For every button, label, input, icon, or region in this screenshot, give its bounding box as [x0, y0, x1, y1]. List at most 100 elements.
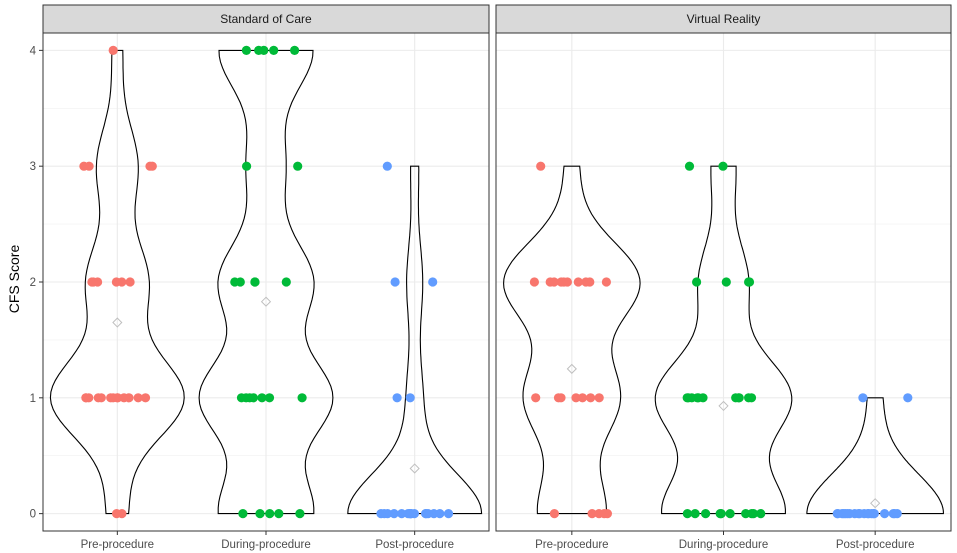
- data-point: [684, 161, 695, 171]
- data-point: [903, 393, 913, 403]
- y-tick-label: 2: [30, 277, 36, 289]
- data-point: [255, 508, 265, 519]
- data-point: [111, 277, 121, 287]
- data-point: [241, 45, 251, 56]
- data-point: [96, 393, 106, 403]
- violin-pre-procedure: [503, 165, 641, 515]
- data-point: [112, 393, 122, 403]
- x-tick-label: Post-procedure: [375, 539, 454, 551]
- data-point: [257, 393, 267, 403]
- x-tick-label: Pre-procedure: [81, 539, 155, 551]
- data-point: [382, 161, 392, 171]
- data-point: [880, 508, 890, 519]
- data-point: [389, 508, 399, 519]
- data-point: [238, 508, 248, 519]
- data-point: [443, 508, 454, 519]
- data-point: [571, 393, 581, 403]
- data-point: [577, 393, 588, 403]
- data-point: [406, 508, 416, 519]
- y-tick-label: 3: [30, 161, 36, 173]
- data-point: [562, 277, 573, 287]
- data-point: [397, 508, 407, 519]
- x-tick-label: During-procedure: [221, 539, 311, 551]
- data-point: [230, 277, 240, 287]
- data-point: [549, 508, 560, 519]
- data-point: [390, 277, 400, 287]
- data-point: [756, 508, 766, 519]
- data-point: [585, 277, 595, 287]
- mean-marker: [718, 400, 729, 412]
- facet-strip: [42, 4, 490, 34]
- data-point: [866, 508, 877, 519]
- panel-1: Virtual Reality Pre-procedure During-proce…: [495, 4, 952, 551]
- panel-0: Standard of Care Pre-procedure During-proc…: [30, 4, 490, 551]
- x-tick-label: Post-procedure: [836, 539, 915, 551]
- y-tick-label: 0: [30, 509, 36, 521]
- data-point: [106, 393, 116, 403]
- y-tick-label: 1: [30, 393, 36, 405]
- data-point: [248, 393, 258, 403]
- data-point: [108, 45, 118, 56]
- facet-strip-label: Virtual Reality: [687, 12, 761, 26]
- data-point: [601, 277, 612, 287]
- data-point: [682, 508, 693, 519]
- data-point: [744, 393, 754, 403]
- x-tick-label: During-procedure: [679, 539, 769, 551]
- data-point: [586, 393, 596, 403]
- data-point: [295, 508, 305, 519]
- data-point: [147, 161, 157, 171]
- data-point: [124, 393, 134, 403]
- mean-marker: [870, 498, 881, 509]
- data-point: [265, 508, 275, 519]
- data-point: [701, 508, 711, 519]
- data-point: [241, 393, 251, 403]
- data-point: [133, 393, 143, 403]
- data-point: [125, 277, 135, 287]
- data-point: [140, 393, 151, 403]
- data-point: [250, 277, 260, 287]
- data-point: [297, 393, 307, 403]
- mean-marker: [409, 463, 420, 474]
- data-point: [293, 161, 303, 171]
- data-point: [692, 277, 702, 287]
- data-point: [858, 393, 868, 403]
- y-axis-title: CFS Score: [6, 245, 22, 314]
- data-point: [269, 45, 279, 56]
- data-point: [840, 508, 851, 519]
- data-point: [376, 508, 386, 519]
- mean-marker: [260, 296, 272, 307]
- y-tick-label: 4: [30, 45, 37, 57]
- data-point: [549, 277, 559, 287]
- data-point: [264, 393, 275, 403]
- violin-during-procedure: [198, 49, 334, 515]
- data-point: [88, 277, 98, 287]
- data-point: [855, 508, 865, 519]
- data-point: [587, 508, 597, 519]
- data-point: [392, 393, 402, 403]
- data-point: [888, 508, 898, 519]
- violin-during-procedure: [654, 165, 793, 515]
- data-point: [744, 277, 755, 287]
- data-point: [693, 393, 704, 403]
- data-point: [435, 508, 445, 519]
- data-point: [290, 45, 300, 56]
- data-point: [281, 277, 291, 287]
- data-point: [531, 393, 541, 403]
- facet-panels: Standard of Care Pre-procedure During-proc…: [30, 4, 952, 551]
- violin-post-procedure: [347, 165, 483, 515]
- data-point: [718, 161, 728, 171]
- data-point: [741, 508, 751, 519]
- data-point: [81, 393, 91, 403]
- data-point: [405, 393, 415, 403]
- data-point: [594, 393, 604, 403]
- data-point: [428, 277, 438, 287]
- data-point: [716, 508, 726, 519]
- data-point: [682, 393, 692, 403]
- data-point: [274, 508, 284, 519]
- data-point: [690, 508, 700, 519]
- data-point: [599, 508, 609, 519]
- facet-strip-label: Standard of Care: [220, 12, 312, 26]
- data-point: [117, 508, 127, 519]
- data-point: [421, 508, 431, 519]
